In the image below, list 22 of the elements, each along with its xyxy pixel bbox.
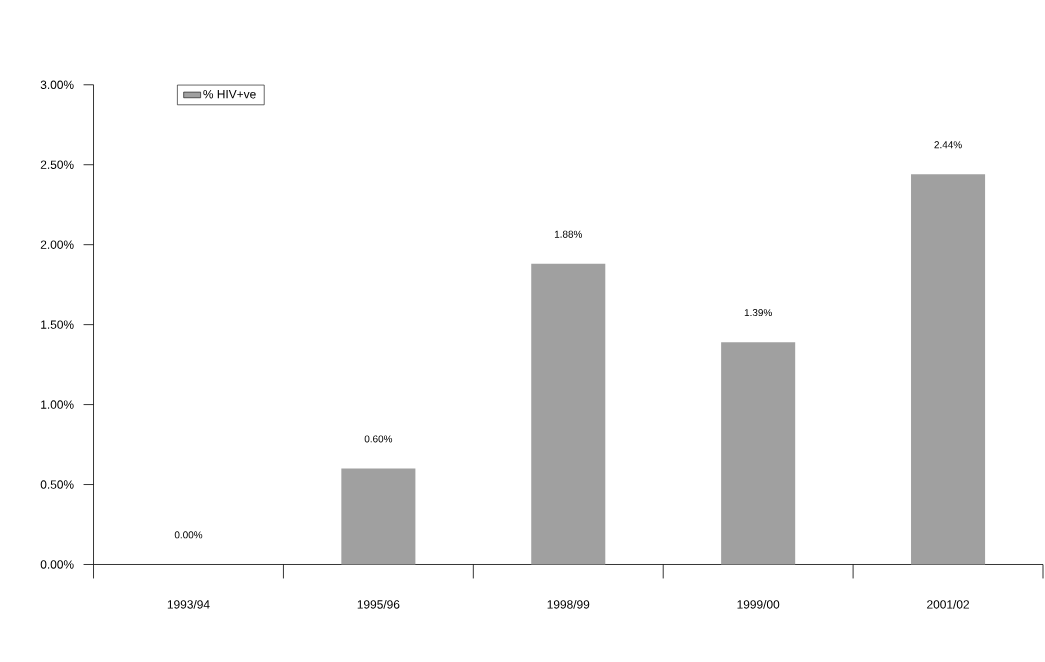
x-tick-label: 1998/99 <box>547 599 590 609</box>
y-tick-label: 2.50% <box>40 160 74 169</box>
y-tick-label: 1.50% <box>41 320 74 329</box>
data-label: 1.88% <box>554 230 583 238</box>
x-tick-label: 1993/94 <box>167 599 210 609</box>
data-label: 1.39% <box>744 308 772 316</box>
x-tick-label: 1995/96 <box>357 599 400 609</box>
y-tick-label: 1.00% <box>41 400 74 409</box>
x-tick-label: 2001/02 <box>927 599 969 609</box>
bar <box>721 342 796 565</box>
data-label: 2.44% <box>934 141 962 149</box>
bar <box>531 263 606 565</box>
legend-label: % HIV+ve <box>203 89 256 99</box>
data-label: 0.00% <box>174 531 203 539</box>
data-label: 0.60% <box>364 435 393 443</box>
y-tick-label: 0.00% <box>40 560 74 569</box>
x-tick-label: 1999/00 <box>737 599 780 609</box>
y-tick-label: 3.00% <box>40 80 74 89</box>
y-tick-label: 0.50% <box>40 480 74 489</box>
bar <box>911 174 986 565</box>
bar <box>341 468 416 565</box>
y-tick-label: 2.00% <box>40 240 74 249</box>
